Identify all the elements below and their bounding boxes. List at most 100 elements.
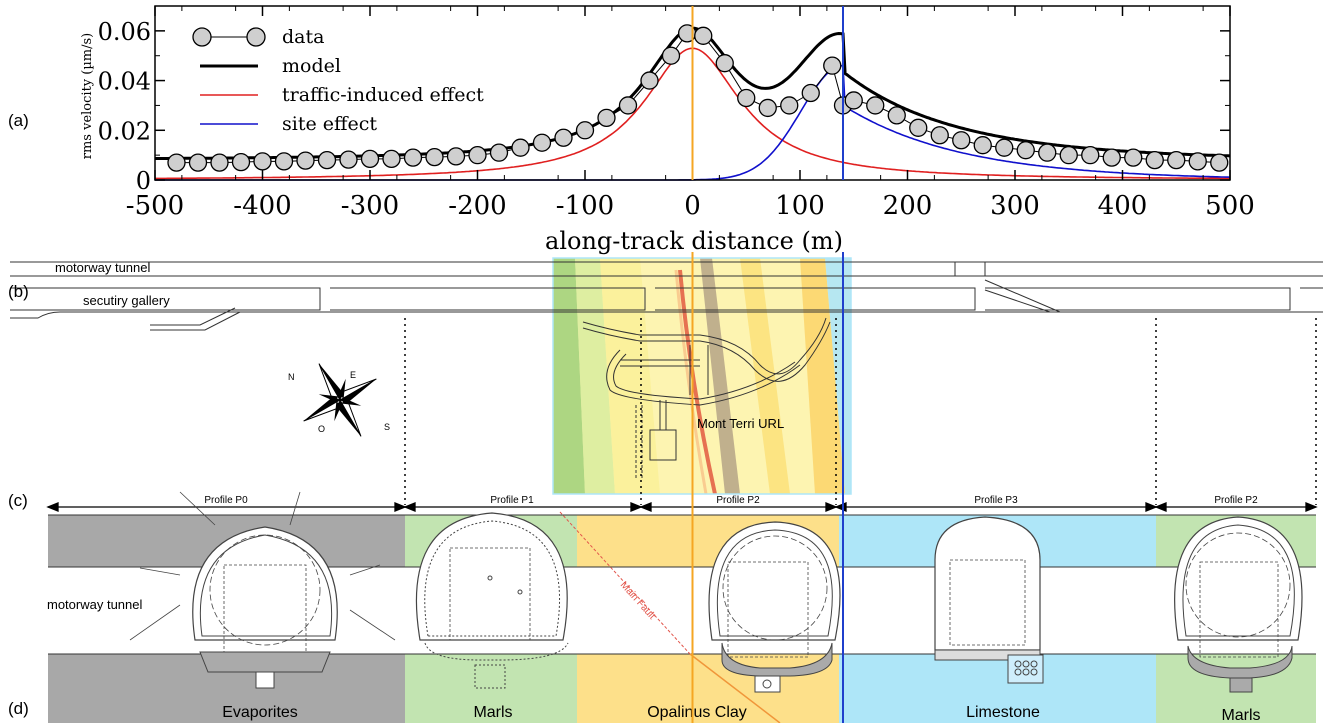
data-point — [425, 147, 444, 167]
axis-y-label: rms velocity (µm/s) — [80, 33, 95, 159]
compass-rose-icon — [303, 363, 377, 437]
legend-swatch-data-marker — [246, 27, 266, 47]
data-point — [758, 98, 777, 118]
data-point — [1124, 148, 1143, 167]
data-point — [554, 128, 573, 147]
data-point — [640, 71, 659, 90]
data-point — [952, 131, 971, 150]
map-motorway-label: motorway tunnel — [55, 260, 150, 275]
x-tick-label: 500 — [1205, 191, 1255, 221]
y-tick-label: 0.04 — [98, 68, 151, 96]
data-point — [296, 151, 315, 170]
panel-label-b: (b) — [8, 282, 29, 301]
main-fault-label: Main Fault — [618, 580, 658, 622]
data-point — [715, 54, 734, 73]
data-point — [1059, 145, 1078, 165]
data-point — [210, 153, 229, 172]
x-tick-label: 100 — [775, 191, 825, 221]
data-point — [167, 153, 186, 172]
data-point — [489, 143, 509, 162]
geology-bands — [48, 514, 1316, 723]
tunnel-label: motorway tunnel — [47, 597, 142, 612]
data-point — [1016, 141, 1035, 160]
cross-section-p1 — [415, 512, 569, 689]
x-tick-label: -100 — [556, 191, 614, 221]
x-tick-label: -200 — [448, 191, 506, 221]
geology-band-limestone-bottom — [839, 654, 1156, 723]
x-tick-label: -300 — [341, 191, 399, 221]
data-point — [446, 147, 466, 166]
compass-n: N — [288, 372, 295, 382]
data-point — [403, 148, 423, 167]
geology-label-opalinus: Opalinus Clay — [647, 704, 747, 721]
x-tick-label: -500 — [126, 191, 184, 221]
data-point — [780, 96, 799, 115]
panel-label-c: (c) — [8, 491, 28, 510]
data-point — [887, 106, 906, 125]
panel-label-d: (d) — [8, 699, 29, 718]
data-point — [1102, 148, 1121, 167]
legend-label: model — [282, 55, 341, 77]
x-tick-label: -400 — [233, 191, 291, 221]
profile-arrows — [46, 502, 1318, 512]
profile-label-p2b: Profile P2 — [1214, 495, 1258, 506]
x-tick-label: 400 — [1098, 191, 1148, 221]
tunnel-cross-sections — [129, 491, 1303, 693]
data-point — [575, 121, 595, 140]
data-point — [317, 150, 337, 170]
x-tick-label: 300 — [990, 191, 1040, 221]
data-point — [930, 126, 949, 145]
data-point — [661, 46, 681, 65]
data-point — [360, 149, 380, 169]
data-point — [618, 96, 638, 115]
geology-label-evaporites: Evaporites — [222, 704, 298, 721]
data-point — [188, 153, 208, 172]
data-point — [382, 149, 401, 169]
data-point — [1188, 152, 1207, 171]
data-point — [231, 152, 251, 172]
map-panel: motorway tunnel secutiry gallery Mont Te… — [10, 257, 1323, 505]
legend-label: site effect — [282, 113, 377, 135]
compass-s: S — [384, 422, 390, 432]
profile-label-p2: Profile P2 — [716, 495, 760, 506]
legend-label: traffic-induced effect — [282, 84, 484, 106]
chart-panel: -500 -400 -300 -200 -100 0 100 200 300 400 500 0 0.0… — [98, 5, 1255, 221]
alignment-lines — [691, 6, 844, 723]
x-tick-label: 200 — [883, 191, 933, 221]
y-tick-label: 0.06 — [98, 18, 151, 46]
data-point — [844, 91, 863, 110]
data-point — [737, 88, 756, 108]
profile-label-p3: Profile P3 — [974, 495, 1018, 506]
data-point — [597, 108, 616, 128]
profile-label-p1: Profile P1 — [490, 495, 534, 506]
cross-section-p3 — [934, 516, 1044, 684]
profile-label-p0: Profile P0 — [204, 495, 248, 506]
data-point — [468, 145, 487, 165]
data-point — [973, 136, 992, 155]
data-point — [1145, 150, 1164, 170]
y-tick-label: 0.02 — [98, 117, 151, 145]
data-point — [823, 56, 842, 75]
chart-legend: data model traffic-induced effect site effe… — [192, 26, 484, 135]
cross-section-p0 — [129, 491, 396, 689]
data-point — [1038, 143, 1057, 162]
cross-section-p2b — [1174, 516, 1303, 693]
url-galleries — [582, 317, 831, 480]
geology-label-marls: Marls — [473, 704, 512, 721]
data-point — [274, 152, 294, 171]
data-point — [532, 133, 552, 152]
geology-band-opalinus-bottom — [577, 654, 839, 723]
data-point — [801, 83, 820, 103]
compass-o: O — [318, 424, 325, 434]
cross-section-p2 — [708, 521, 841, 693]
y-tick-label: 0 — [136, 167, 151, 195]
x-tick-label: 0 — [684, 191, 701, 221]
data-point — [1210, 153, 1229, 172]
data-point — [253, 152, 272, 171]
url-geology-overlay — [552, 257, 852, 495]
data-point — [909, 118, 928, 137]
axis-x-label: along-track distance (m) — [545, 227, 843, 255]
data-point — [511, 138, 530, 157]
profile-separators — [404, 318, 1317, 505]
panel-label-a: (a) — [8, 111, 29, 130]
